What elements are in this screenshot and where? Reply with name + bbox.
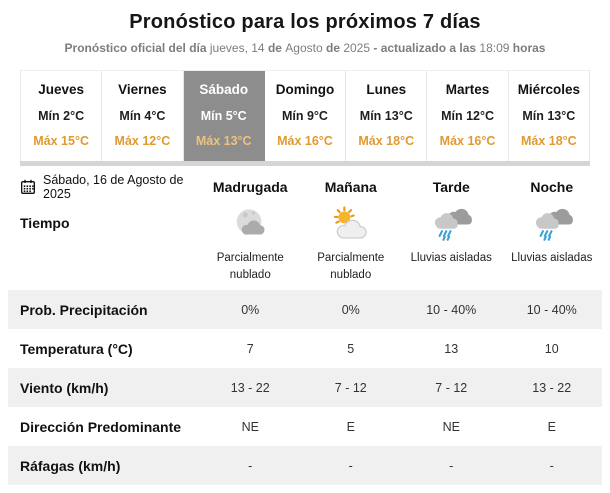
precipitation-probability-row: Prob. Precipitación 0% 0% 10 - 40% 10 - …	[8, 290, 602, 329]
row-label: Dirección Predominante	[20, 418, 182, 435]
day-min-temp: Mín 13°C	[522, 109, 576, 123]
column-header-tarde: Tarde	[432, 179, 470, 195]
condition-caption: Parcialmente nublado	[216, 252, 284, 281]
cell-value: -	[248, 458, 253, 473]
day-tab-domingo[interactable]: Domingo Mín 9°C Máx 16°C	[264, 71, 347, 161]
cell-value: 5	[347, 341, 355, 356]
subtitle-part: Agosto	[285, 41, 326, 55]
condition-caption: Lluvias aisladas	[410, 252, 492, 264]
day-min-temp: Mín 4°C	[119, 109, 166, 123]
condition-caption: Lluvias aisladas	[511, 252, 593, 264]
day-name: Sábado	[199, 82, 249, 97]
selected-date-label: Sábado, 16 de Agosto de 2025	[43, 173, 184, 201]
day-min-temp: Mín 13°C	[359, 109, 413, 123]
day-max-temp: Máx 16°C	[439, 134, 496, 148]
column-header-madrugada: Madrugada	[212, 179, 288, 195]
condition-noche: Lluvias aisladas	[502, 204, 603, 267]
row-label: Ráfagas (km/h)	[20, 457, 121, 474]
column-header-manana: Mañana	[324, 179, 377, 195]
condition-caption: Parcialmente nublado	[317, 252, 385, 281]
day-tab-miercoles[interactable]: Miércoles Mín 13°C Máx 18°C	[508, 71, 590, 161]
day-min-temp: Mín 2°C	[38, 109, 85, 123]
subtitle-part: de	[325, 41, 344, 55]
day-min-temp: Mín 5°C	[200, 109, 247, 123]
day-tab-sabado-selected[interactable]: Sábado Mín 5°C Máx 13°C	[183, 71, 265, 161]
cell-value: 13 - 22	[532, 380, 572, 395]
strip-divider	[20, 161, 590, 166]
page-title: Pronóstico para los próximos 7 días	[129, 11, 481, 33]
column-header-noche: Noche	[530, 179, 574, 195]
day-name: Martes	[445, 82, 490, 97]
subtitle-part: 18:09	[479, 41, 513, 55]
calendar-icon	[21, 179, 35, 194]
subtitle-part: horas	[512, 41, 546, 55]
day-tab-jueves[interactable]: Jueves Mín 2°C Máx 15°C	[21, 71, 103, 161]
subtitle-part: de	[267, 41, 286, 55]
day-name: Lunes	[366, 82, 407, 97]
day-min-temp: Mín 12°C	[441, 109, 495, 123]
wind-direction-row: Dirección Predominante NE E NE E	[8, 407, 602, 446]
day-max-temp: Máx 13°C	[195, 134, 252, 148]
rain-clouds-icon	[535, 208, 573, 241]
subtitle-part: 2025	[343, 41, 374, 55]
condition-madrugada: Parcialmente nublado	[200, 204, 301, 283]
cell-value: 7	[246, 341, 254, 356]
cell-value: -	[549, 458, 554, 473]
day-tab-viernes[interactable]: Viernes Mín 4°C Máx 12°C	[102, 71, 184, 161]
gusts-row: Ráfagas (km/h) - - - -	[8, 446, 602, 485]
cell-value: 10	[544, 341, 559, 356]
cell-value: E	[547, 419, 556, 434]
day-max-temp: Máx 16°C	[277, 134, 333, 148]
row-label: Viento (km/h)	[20, 379, 109, 396]
day-min-temp: Mín 9°C	[281, 109, 328, 123]
temperature-row: Temperatura (°C) 7 5 13 10	[8, 329, 602, 368]
row-label: Prob. Precipitación	[20, 301, 148, 318]
day-max-temp: Máx 12°C	[114, 134, 171, 148]
forecast-subtitle: Pronóstico oficial del día jueves, 14 de…	[0, 41, 610, 55]
cell-value: 10 - 40%	[526, 302, 577, 317]
cell-value: NE	[442, 419, 460, 434]
moon-cloud-icon	[236, 209, 265, 235]
subtitle-part: - actualizado a las	[373, 41, 480, 55]
cell-value: 10 - 40%	[426, 302, 477, 317]
rain-clouds-icon	[435, 208, 473, 241]
day-max-temp: Máx 18°C	[358, 134, 415, 148]
cell-value: 7 - 12	[334, 380, 367, 395]
row-label-tiempo: Tiempo	[20, 215, 70, 231]
sun-cloud-icon	[333, 206, 367, 239]
weather-conditions-row: Tiempo Parcialmente nublado	[8, 204, 602, 290]
cell-value: E	[346, 419, 355, 434]
wind-row: Viento (km/h) 13 - 22 7 - 12 7 - 12 13 -…	[8, 368, 602, 407]
day-name: Viernes	[118, 82, 167, 97]
day-name: Miércoles	[517, 82, 580, 97]
day-tab-martes[interactable]: Martes Mín 12°C Máx 16°C	[427, 71, 509, 161]
day-max-temp: Máx 15°C	[33, 134, 89, 148]
subtitle-part: jueves, 14	[209, 41, 268, 55]
selected-date: Sábado, 16 de Agosto de 2025	[8, 173, 200, 201]
detail-table-header: Sábado, 16 de Agosto de 2025 Madrugada M…	[8, 170, 602, 204]
condition-manana: Parcialmente nublado	[301, 204, 402, 283]
cell-value: -	[348, 458, 353, 473]
row-label: Temperatura (°C)	[20, 340, 133, 357]
cell-value: 0%	[241, 302, 260, 317]
cell-value: 13 - 22	[230, 380, 270, 395]
subtitle-part: Pronóstico oficial del día	[64, 41, 210, 55]
day-tab-lunes[interactable]: Lunes Mín 13°C Máx 18°C	[346, 71, 428, 161]
day-max-temp: Máx 18°C	[520, 134, 577, 148]
day-name: Domingo	[275, 82, 335, 97]
cell-value: 0%	[341, 302, 360, 317]
cell-value: 7 - 12	[435, 380, 468, 395]
condition-tarde: Lluvias aisladas	[401, 204, 502, 267]
cell-value: NE	[241, 419, 259, 434]
cell-value: -	[449, 458, 454, 473]
week-day-strip: Jueves Mín 2°C Máx 15°C Viernes Mín 4°C …	[20, 70, 590, 161]
cell-value: 13	[444, 341, 459, 356]
day-name: Jueves	[38, 82, 85, 97]
